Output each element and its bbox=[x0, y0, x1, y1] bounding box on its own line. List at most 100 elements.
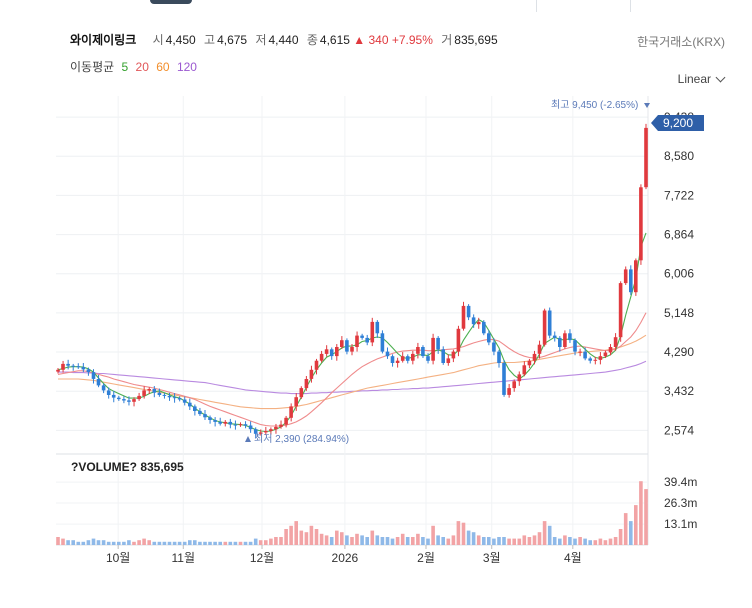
candle bbox=[527, 360, 532, 366]
candle bbox=[56, 369, 60, 372]
candle bbox=[106, 390, 111, 395]
candles bbox=[56, 123, 648, 439]
volume-value: 835,695 bbox=[454, 33, 498, 47]
candle bbox=[96, 379, 101, 386]
volume-bar bbox=[421, 537, 425, 545]
volume-bar bbox=[634, 505, 638, 545]
high-annotation-label: 최고 9,450 (-2.65%) bbox=[551, 99, 638, 111]
candle bbox=[507, 388, 511, 395]
ma60-legend[interactable]: 60 bbox=[156, 60, 170, 74]
price-change: ▲ 340 +7.95% bbox=[353, 33, 433, 47]
low-annotation-label: 최저 2,390 (284.94%) bbox=[254, 433, 349, 445]
candle bbox=[142, 390, 146, 396]
candle bbox=[634, 260, 638, 293]
volume-bar bbox=[431, 525, 435, 545]
volume-bar bbox=[517, 538, 522, 545]
volume-bar bbox=[299, 530, 304, 545]
volume-bar bbox=[558, 538, 562, 545]
candle bbox=[274, 426, 278, 430]
volume-tick-label: 13.1m bbox=[664, 517, 697, 531]
top-bar bbox=[0, 0, 752, 14]
ma5-legend[interactable]: 5 bbox=[121, 60, 129, 74]
candle bbox=[355, 335, 359, 347]
price-tick-label: 3,432 bbox=[664, 384, 694, 398]
volume-bar bbox=[512, 538, 516, 545]
candle bbox=[400, 356, 405, 361]
candle bbox=[299, 388, 304, 398]
candle bbox=[279, 424, 283, 427]
volume-bar bbox=[476, 535, 481, 545]
volume-bar bbox=[375, 535, 380, 545]
close-price: 4,615 bbox=[319, 33, 350, 47]
volume-bar bbox=[360, 535, 364, 545]
price-tick-label: 6,864 bbox=[664, 228, 694, 242]
candle bbox=[532, 353, 537, 361]
volume-bar bbox=[188, 540, 192, 545]
volume-bar bbox=[527, 537, 532, 545]
volume-bar bbox=[167, 541, 172, 545]
volume-bar bbox=[289, 525, 293, 545]
candle bbox=[203, 414, 207, 418]
candle bbox=[426, 356, 430, 361]
volume-bar bbox=[537, 532, 542, 545]
candle bbox=[390, 356, 395, 363]
candle bbox=[436, 337, 440, 350]
candle bbox=[335, 347, 339, 357]
candle bbox=[233, 424, 238, 426]
volume-bar bbox=[608, 538, 613, 545]
candle bbox=[198, 410, 202, 415]
volume-bar bbox=[147, 540, 151, 545]
volume-bar bbox=[274, 537, 278, 545]
ma120-line bbox=[58, 360, 647, 395]
volume-bar bbox=[127, 540, 131, 545]
time-tick-label: 11월 bbox=[172, 551, 196, 565]
volume-bar bbox=[228, 541, 233, 545]
volume-bar bbox=[471, 532, 476, 545]
volume-bar bbox=[482, 537, 486, 545]
scale-mode-dropdown[interactable]: Linear bbox=[678, 72, 726, 86]
volume-bar bbox=[122, 541, 126, 545]
volume-bar bbox=[578, 537, 582, 545]
volume-bar bbox=[466, 530, 471, 545]
volume-bar bbox=[101, 540, 106, 545]
candle bbox=[405, 356, 410, 361]
up-triangle-icon bbox=[245, 436, 251, 442]
volume-bar bbox=[613, 537, 618, 545]
time-tick-label: 12월 bbox=[250, 551, 274, 565]
candle bbox=[132, 399, 136, 402]
candle bbox=[258, 432, 263, 434]
candle bbox=[137, 395, 141, 400]
candle bbox=[91, 372, 96, 379]
candle bbox=[416, 347, 420, 354]
ma120-legend[interactable]: 120 bbox=[176, 60, 197, 74]
volume-bar bbox=[253, 538, 258, 545]
candle bbox=[350, 347, 354, 352]
volume-bar bbox=[416, 533, 420, 545]
volume-bar bbox=[639, 481, 643, 545]
candle bbox=[487, 333, 491, 343]
volume-bar bbox=[370, 530, 375, 545]
volume-bar bbox=[279, 537, 283, 545]
candle bbox=[223, 421, 228, 424]
candle bbox=[431, 337, 435, 361]
price-tick-label: 5,148 bbox=[664, 306, 694, 320]
last-price-badge-shape bbox=[651, 115, 704, 131]
volume-bar bbox=[441, 537, 445, 545]
candle bbox=[314, 360, 319, 370]
volume-bars bbox=[56, 481, 648, 545]
candle bbox=[157, 392, 162, 395]
candle bbox=[193, 406, 197, 411]
volume-bar bbox=[198, 541, 202, 545]
volume-bar bbox=[451, 535, 456, 545]
volume-bar bbox=[603, 540, 608, 545]
ma20-legend[interactable]: 20 bbox=[135, 60, 149, 74]
volume-bar bbox=[71, 540, 75, 545]
candle bbox=[537, 344, 542, 354]
volume-panel-title: ?VOLUME? 835,695 bbox=[71, 460, 184, 474]
candle bbox=[522, 365, 527, 375]
price-tick-label: 2,574 bbox=[664, 423, 694, 437]
volume-bar bbox=[598, 538, 603, 545]
candle bbox=[644, 127, 648, 188]
candle bbox=[218, 421, 222, 424]
